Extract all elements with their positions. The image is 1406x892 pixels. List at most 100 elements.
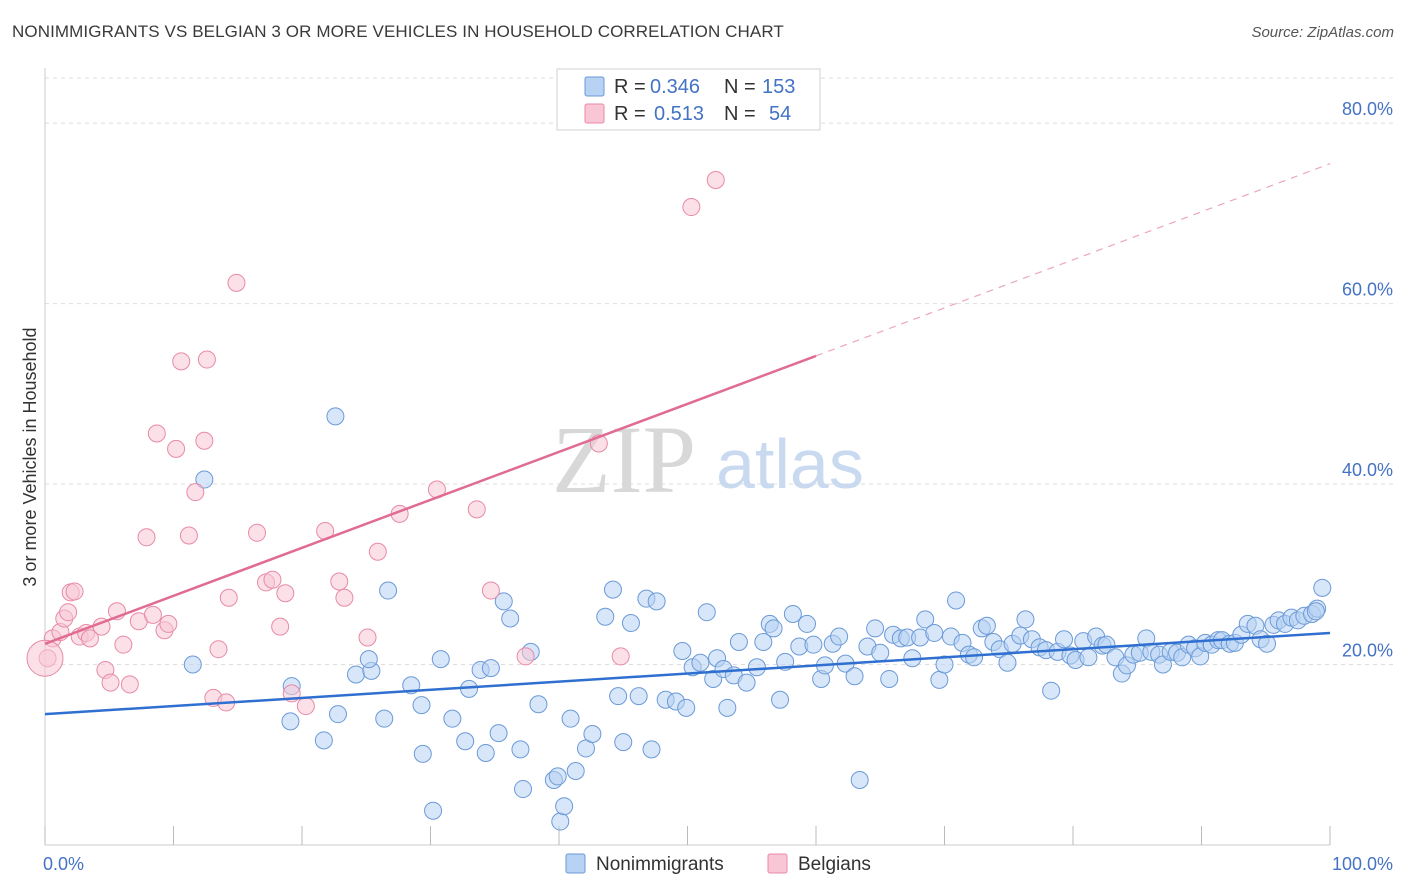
nonimmigrants-point xyxy=(916,610,935,629)
belgians-point xyxy=(611,647,630,666)
nonimmigrants-point xyxy=(431,650,450,669)
nonimmigrants-point xyxy=(729,632,748,651)
belgians-point xyxy=(101,673,120,692)
belgians-point xyxy=(65,582,84,601)
legend-r-value-1: 0.346 xyxy=(650,76,700,98)
belgians-point xyxy=(296,697,315,716)
trend-lines xyxy=(44,163,1331,716)
nonimmigrants-point xyxy=(511,740,530,759)
nonimmigrants-point xyxy=(677,698,696,717)
watermark-atlas: atlas xyxy=(716,425,864,503)
nonimmigrants-point xyxy=(737,673,756,692)
nonimmigrants-point xyxy=(747,658,766,677)
legend-n-value-2: 54 xyxy=(769,103,791,125)
y-tick-label: 40.0% xyxy=(1342,460,1393,480)
nonimmigrants-point xyxy=(346,665,365,684)
nonimmigrants-point xyxy=(551,812,570,831)
belgians-point xyxy=(368,542,387,561)
nonimmigrants-point xyxy=(850,771,869,790)
nonimmigrants-point xyxy=(609,687,628,706)
nonimmigrants-point xyxy=(326,407,345,426)
chart-source: Source: ZipAtlas.com xyxy=(1251,24,1394,41)
x-tick-label-min: 0.0% xyxy=(43,854,84,874)
belgians-point xyxy=(335,588,354,607)
belgians-point xyxy=(271,617,290,636)
nonimmigrants-point xyxy=(494,592,513,611)
belgians-point xyxy=(467,500,486,519)
nonimmigrants-point xyxy=(1042,681,1061,700)
nonimmigrants-point xyxy=(1097,635,1116,654)
belgians-point xyxy=(80,629,99,648)
nonimmigrants-point xyxy=(771,690,790,709)
nonimmigrants-point xyxy=(1079,648,1098,667)
bottom-legend-swatch-belgians xyxy=(767,853,788,874)
nonimmigrants-trend-line xyxy=(44,631,1331,716)
nonimmigrants-point xyxy=(764,619,783,638)
nonimmigrants-point xyxy=(456,732,475,751)
watermark-zip: ZIP xyxy=(552,406,696,513)
legend-n-value-1: 153 xyxy=(762,76,795,98)
nonimmigrants-point xyxy=(798,614,817,633)
legend-r-label-1: R = xyxy=(614,76,646,98)
legend-r-value-2: 0.513 xyxy=(654,103,704,125)
bottom-legend-label-nonimmigrants: Nonimmigrants xyxy=(596,854,724,875)
nonimmigrants-point xyxy=(845,667,864,686)
belgians-point xyxy=(706,170,725,189)
nonimmigrants-point xyxy=(424,801,443,820)
nonimmigrants-point xyxy=(925,623,944,642)
nonimmigrants-points xyxy=(183,407,1332,831)
nonimmigrants-point xyxy=(481,659,500,678)
legend-n-label-1: N = xyxy=(724,76,756,98)
legend-n-label-2: N = xyxy=(724,103,756,125)
nonimmigrants-point xyxy=(965,648,984,667)
nonimmigrants-point xyxy=(314,731,333,750)
nonimmigrants-point xyxy=(328,705,347,724)
nonimmigrants-point xyxy=(1306,602,1325,621)
nonimmigrants-point xyxy=(359,650,378,669)
y-axis-title: 3 or more Vehicles in Household xyxy=(20,327,40,586)
belgians-point xyxy=(248,523,267,542)
belgians-point xyxy=(263,570,282,589)
nonimmigrants-point xyxy=(281,712,300,731)
belgians-point xyxy=(167,439,186,458)
nonimmigrants-point xyxy=(935,655,954,674)
belgians-point xyxy=(137,528,156,547)
nonimmigrants-point xyxy=(647,592,666,611)
belgians-point xyxy=(682,198,701,217)
legend-swatch-nonimmigrants xyxy=(584,76,605,97)
belgians-point xyxy=(516,647,535,666)
tick-labels: 20.0% 40.0% 60.0% 80.0% 0.0% 100.0% xyxy=(43,99,1393,874)
nonimmigrants-point xyxy=(866,619,885,638)
bottom-legend: Nonimmigrants Belgians xyxy=(565,853,871,875)
chart-title: NONIMMIGRANTS VS BELGIAN 3 OR MORE VEHIC… xyxy=(12,22,784,41)
x-tick-label-max: 100.0% xyxy=(1332,854,1393,874)
nonimmigrants-point xyxy=(379,581,398,600)
nonimmigrants-point xyxy=(555,797,574,816)
nonimmigrants-point xyxy=(476,743,495,762)
nonimmigrants-point xyxy=(1016,610,1035,629)
nonimmigrants-point xyxy=(629,687,648,706)
belgians-point xyxy=(197,350,216,369)
nonimmigrants-point xyxy=(548,767,567,786)
belgians-point xyxy=(219,588,238,607)
y-tick-label: 80.0% xyxy=(1342,99,1393,119)
belgians-point xyxy=(186,483,205,502)
bottom-legend-swatch-nonimmigrants xyxy=(565,853,586,874)
gridlines xyxy=(45,77,1393,666)
nonimmigrants-point xyxy=(183,655,202,674)
nonimmigrants-point xyxy=(529,695,548,714)
nonimmigrants-point xyxy=(880,669,899,688)
belgians-trend-extension xyxy=(815,163,1331,357)
belgians-point xyxy=(330,572,349,591)
legend-swatch-belgians xyxy=(584,103,605,124)
legend-box: R = 0.346 N = 153 R = 0.513 N = 54 xyxy=(556,68,821,131)
nonimmigrants-point xyxy=(804,635,823,654)
y-tick-label: 20.0% xyxy=(1342,641,1393,661)
legend-r-label-2: R = xyxy=(614,103,646,125)
axes xyxy=(44,68,1331,846)
nonimmigrants-point xyxy=(489,724,508,743)
belgians-point-large xyxy=(26,639,64,677)
nonimmigrants-point xyxy=(514,780,533,799)
belgians-point xyxy=(120,675,139,694)
nonimmigrants-point xyxy=(566,762,585,781)
